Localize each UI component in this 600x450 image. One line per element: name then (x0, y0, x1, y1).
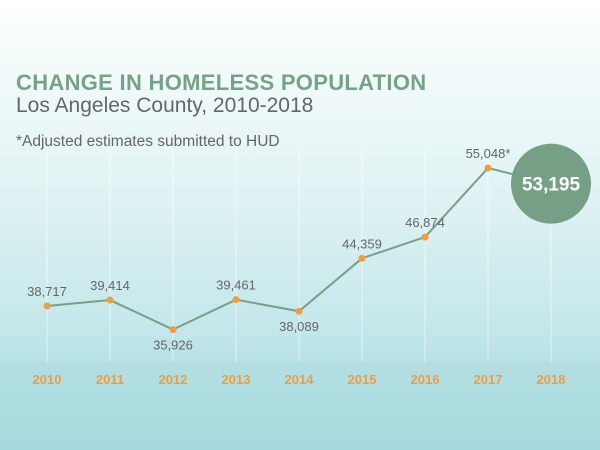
x-tick-label: 2011 (96, 372, 124, 387)
data-point (43, 302, 51, 310)
x-tick-label: 2018 (537, 372, 566, 387)
x-tick-label: 2014 (285, 372, 315, 387)
chart-note: *Adjusted estimates submitted to HUD (16, 133, 280, 150)
x-tick-label: 2012 (159, 372, 188, 387)
highlight-bubble (511, 143, 591, 224)
x-tick-label: 2015 (348, 372, 377, 387)
data-label: 44,359 (342, 236, 382, 251)
x-axis-band (0, 362, 600, 450)
data-label: 55,048* (466, 146, 511, 161)
data-label: 46,874 (405, 215, 445, 230)
data-point (358, 254, 366, 262)
data-point (421, 233, 429, 241)
data-label: 38,089 (279, 319, 319, 334)
data-label: 39,414 (90, 278, 130, 293)
x-tick-label: 2016 (411, 372, 440, 387)
data-label: 35,926 (153, 338, 193, 353)
x-tick-label: 2017 (474, 372, 503, 387)
data-point (484, 164, 492, 172)
data-point (106, 296, 114, 304)
x-tick-label: 2013 (222, 372, 251, 387)
data-label: 39,461 (216, 278, 256, 293)
data-label-highlight: 53,195 (522, 175, 581, 196)
chart-title: CHANGE IN HOMELESS POPULATION (16, 70, 427, 95)
data-point (232, 296, 240, 304)
chart-subtitle: Los Angeles County, 2010-2018 (16, 94, 314, 117)
x-tick-label: 2010 (33, 372, 62, 387)
data-point (295, 307, 303, 315)
data-label: 38,717 (27, 284, 67, 299)
data-point (169, 326, 177, 334)
